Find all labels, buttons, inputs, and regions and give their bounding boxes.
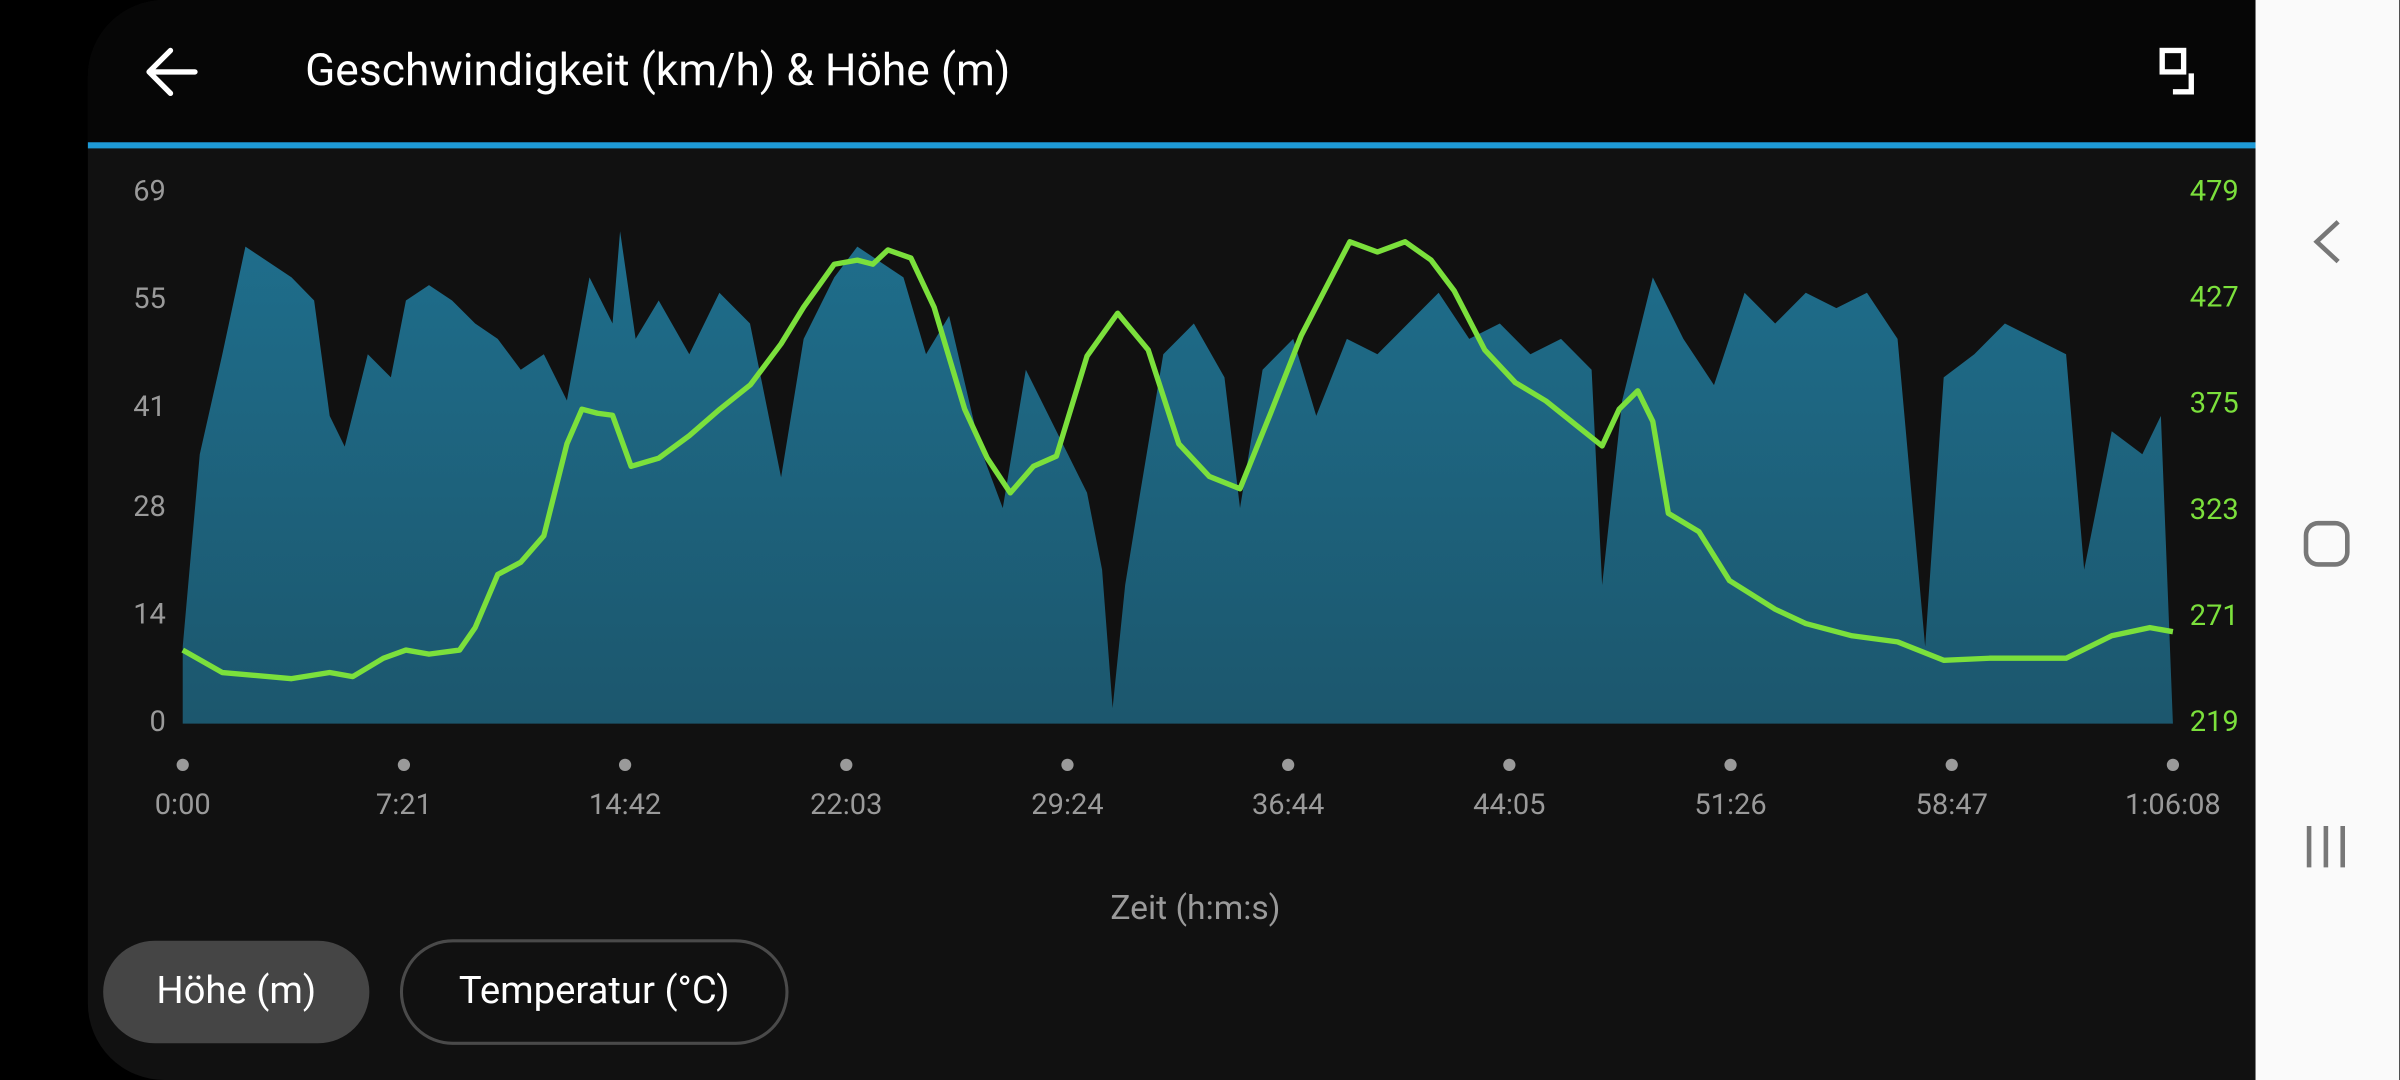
y-tick-label: 41 [133, 390, 166, 424]
y2-tick-label: 271 [2190, 599, 2239, 633]
x-tick-dot [1061, 758, 1074, 771]
elevation-line [181, 239, 2174, 682]
y-tick-label: 0 [150, 705, 166, 739]
nav-bar [2255, 0, 2400, 1080]
x-tick-label: 22:03 [810, 788, 882, 822]
x-tick-label: 51:26 [1694, 788, 1766, 822]
x-tick-dot [1945, 758, 1958, 771]
x-tick-label: 1:06:08 [2125, 788, 2221, 822]
x-tick-dot [397, 758, 411, 771]
x-axis-title: Zeit (h:m:s) [1110, 889, 1280, 928]
chip-label: Temperatur (°C) [459, 969, 730, 1013]
y-tick-label: 28 [133, 490, 166, 524]
header-title: Geschwindigkeit (km/h) & Höhe (m) [305, 44, 1010, 96]
header-bar [87, 0, 2256, 146]
x-tick-label: 58:47 [1916, 788, 1988, 822]
x-tick-label: 7:21 [376, 788, 432, 822]
y2-tick-label: 375 [2190, 387, 2239, 421]
x-tick-label: 29:24 [1031, 788, 1103, 822]
chip[interactable]: Höhe (m) [103, 940, 370, 1044]
chip[interactable]: Temperatur (°C) [399, 939, 789, 1045]
speed-area [182, 231, 2173, 724]
fullscreen-button[interactable] [2159, 47, 2194, 95]
x-tick-dot [1724, 758, 1737, 771]
nav-home[interactable] [2303, 520, 2350, 567]
y2-tick-label: 427 [2190, 281, 2239, 315]
y2-tick-label: 479 [2190, 174, 2239, 208]
y-tick-label: 14 [133, 598, 166, 632]
x-tick-label: 36:44 [1252, 788, 1324, 822]
x-tick-dot [1503, 758, 1516, 771]
x-tick-label: 14:42 [589, 788, 661, 822]
x-tick-label: 0:00 [155, 788, 211, 822]
x-tick-dot [840, 758, 853, 771]
y-tick-label: 55 [133, 282, 166, 316]
x-tick-label: 44:05 [1473, 788, 1545, 822]
header-divider [87, 142, 2256, 149]
x-tick-dot [2166, 758, 2180, 771]
x-tick-dot [1282, 758, 1295, 771]
x-tick-dot [618, 758, 632, 771]
back-button[interactable] [146, 47, 198, 96]
nav-recents[interactable] [2306, 826, 2346, 868]
chip-label: Höhe (m) [156, 969, 316, 1013]
x-tick-dot [176, 758, 189, 771]
nav-back[interactable] [2313, 220, 2340, 264]
plot: 0 14 28 41 55 69 219 271 323 375 427 479 0:00 7:21 14:… [133, 174, 2238, 821]
y2-tick-label: 219 [2190, 705, 2239, 739]
y-tick-label: 69 [133, 174, 166, 208]
y2-tick-label: 323 [2190, 493, 2239, 527]
